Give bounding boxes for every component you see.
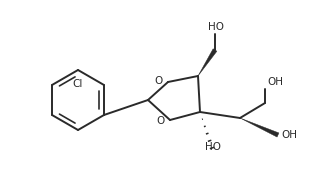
- Text: OH: OH: [267, 77, 283, 87]
- Text: HO: HO: [205, 142, 221, 152]
- Polygon shape: [240, 118, 279, 137]
- Text: O: O: [155, 76, 163, 86]
- Text: O: O: [157, 116, 165, 126]
- Text: OH: OH: [281, 130, 297, 140]
- Text: HO: HO: [208, 22, 224, 32]
- Polygon shape: [198, 49, 217, 76]
- Text: Cl: Cl: [73, 79, 83, 89]
